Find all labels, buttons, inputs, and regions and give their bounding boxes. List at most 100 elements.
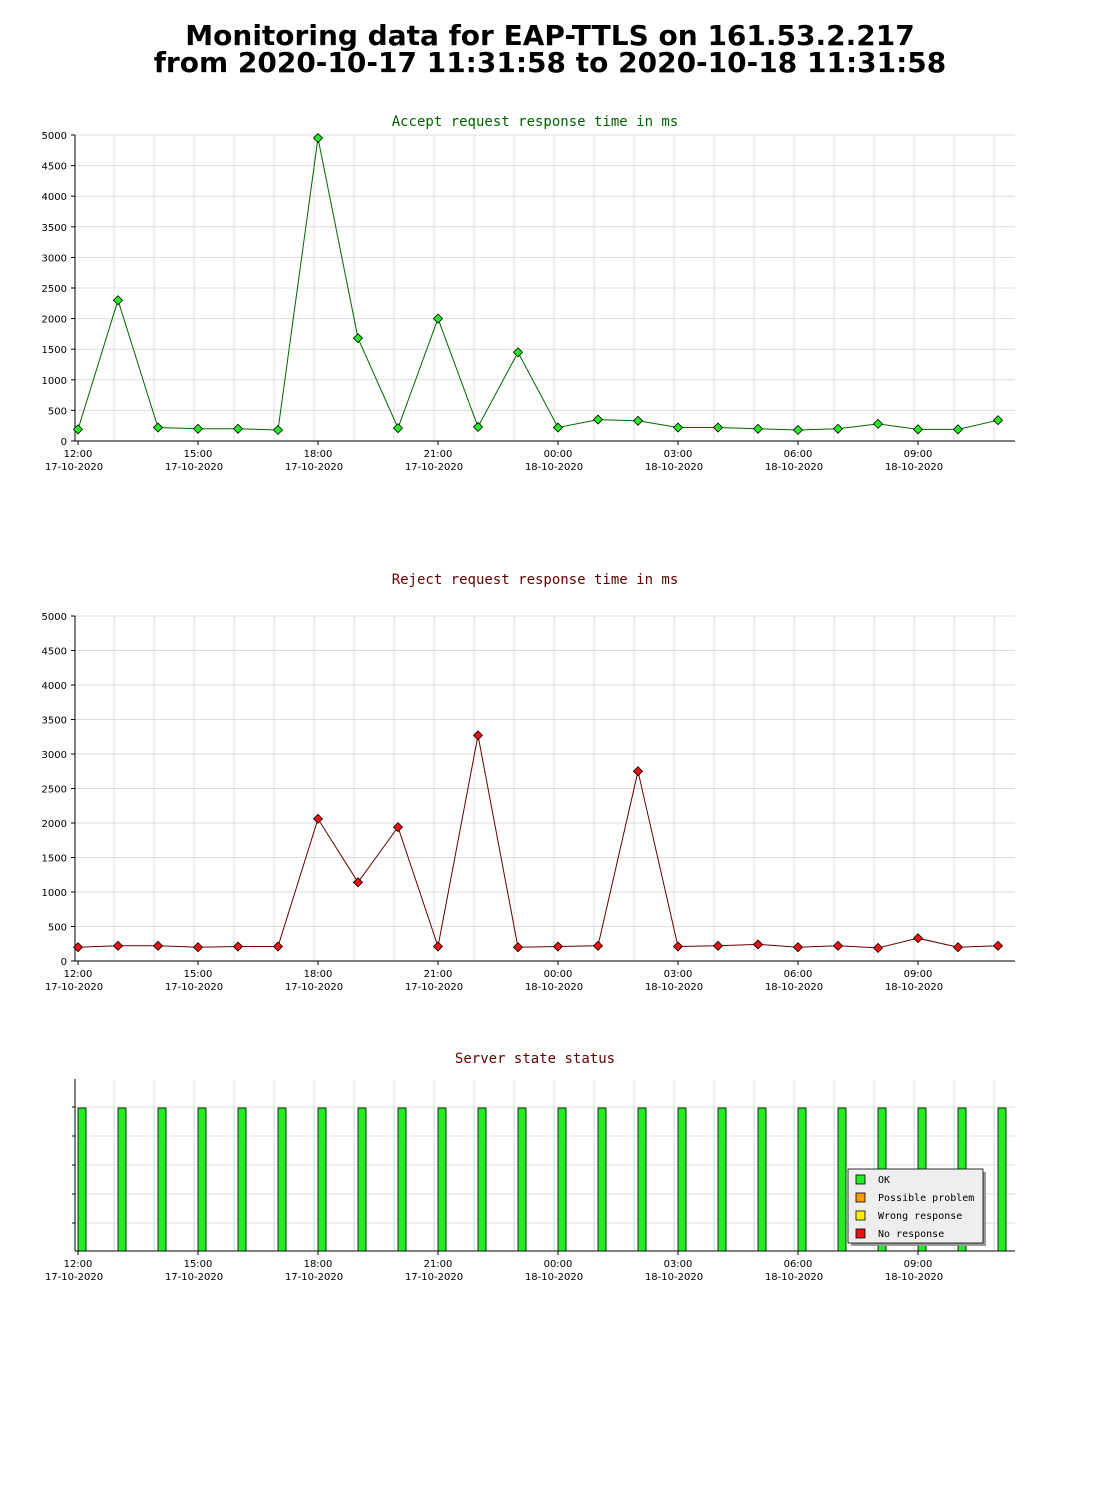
legend-swatch [855,1210,866,1221]
data-point [432,313,444,324]
data-point [152,940,164,951]
data-point [472,421,484,432]
legend-label: OK [878,1175,890,1186]
x-tick-label-time: 15:00 [184,449,213,460]
status-bar [397,1107,407,1252]
x-tick-label-time: 09:00 [904,969,933,980]
data-point [592,414,604,425]
data-point [712,422,724,433]
x-tick-label-date: 17-10-2020 [405,1272,463,1283]
data-point [112,940,124,951]
status-bar [357,1107,367,1252]
x-tick-label-time: 12:00 [64,449,93,460]
x-tick-label-date: 18-10-2020 [885,462,943,473]
status-bar [677,1107,687,1252]
y-tick-label: 4000 [42,681,67,692]
y-tick-label: 1500 [42,345,67,356]
status-bar [117,1107,127,1252]
data-point [312,813,324,824]
y-tick-label: 5000 [42,612,67,623]
x-tick-label-time: 12:00 [64,1259,93,1270]
y-tick-label: 4500 [42,162,67,173]
data-point [272,941,284,952]
x-tick-label-time: 03:00 [664,969,693,980]
x-tick-label-time: 12:00 [64,969,93,980]
status-bar [237,1107,247,1252]
data-point [712,940,724,951]
y-tick-label: 4500 [42,647,67,658]
x-tick-label-time: 06:00 [784,1259,813,1270]
chart-title: Server state status [455,1051,615,1067]
status-bar [797,1107,807,1252]
data-point [192,942,204,953]
data-point [352,877,364,888]
x-tick-label-date: 17-10-2020 [285,462,343,473]
x-tick-label-date: 18-10-2020 [885,982,943,993]
y-tick-label: 1500 [42,854,67,865]
page-title: Monitoring data for EAP-TTLS on 161.53.2… [0,22,1100,77]
data-point [792,424,804,436]
y-tick-label: 3000 [42,253,67,264]
y-tick-label: 3500 [42,223,67,234]
status-bar [597,1107,607,1252]
x-tick-label-date: 18-10-2020 [765,1272,823,1283]
x-tick-label-time: 06:00 [784,449,813,460]
data-point [272,424,284,436]
data-point [312,132,324,144]
x-tick-label-time: 00:00 [544,969,573,980]
x-tick-label-date: 17-10-2020 [285,1272,343,1283]
data-point [352,333,364,344]
x-tick-label-date: 18-10-2020 [525,982,583,993]
chart-title: Reject request response time in ms [392,572,679,588]
y-tick-label: 1000 [42,888,67,899]
data-point [232,423,244,434]
data-point [672,422,684,433]
x-tick-label-date: 17-10-2020 [165,462,223,473]
series-line [77,138,999,431]
x-tick-label-date: 18-10-2020 [525,462,583,473]
y-tick-label: 2000 [42,819,67,830]
y-tick-label: 3500 [42,716,67,727]
data-point [872,418,884,429]
data-point [752,423,764,434]
x-tick-label-date: 17-10-2020 [405,462,463,473]
data-point [792,942,804,953]
data-point [152,422,164,433]
data-point [552,941,564,952]
status-bar [557,1107,567,1252]
data-point [392,822,404,833]
status-bar [437,1107,447,1252]
data-point [992,940,1004,951]
x-tick-label-time: 00:00 [544,449,573,460]
chart-title: Accept request response time in ms [392,114,679,130]
status-bar [277,1107,287,1252]
y-tick-label: 500 [48,406,67,417]
x-tick-label-date: 17-10-2020 [45,982,103,993]
y-tick-label: 1000 [42,376,67,387]
x-tick-label-date: 18-10-2020 [765,982,823,993]
legend-swatch [855,1228,866,1239]
x-tick-label-date: 18-10-2020 [645,462,703,473]
status-bar [317,1107,327,1252]
data-point [232,941,244,952]
data-point [112,295,124,306]
x-tick-label-time: 09:00 [904,1259,933,1270]
x-tick-label-time: 09:00 [904,449,933,460]
x-tick-label-time: 18:00 [304,449,333,460]
legend-label: No response [878,1229,944,1240]
y-tick-label: 2500 [42,785,67,796]
chart-status: Server state status 12:00 17-10-2020 15:00 1… [45,1051,1015,1283]
status-bar [997,1107,1007,1252]
status-bar [197,1107,207,1252]
data-point [912,933,924,944]
data-point [952,424,964,435]
y-tick-label: 500 [48,923,67,934]
x-tick-label-date: 17-10-2020 [45,462,103,473]
y-tick-label: 4000 [42,192,67,203]
data-point [952,942,964,953]
legend-label: Possible problem [878,1193,974,1204]
x-tick-label-time: 18:00 [304,969,333,980]
y-tick-label: 5000 [42,131,67,142]
data-point [512,942,524,953]
status-bar [517,1107,527,1252]
